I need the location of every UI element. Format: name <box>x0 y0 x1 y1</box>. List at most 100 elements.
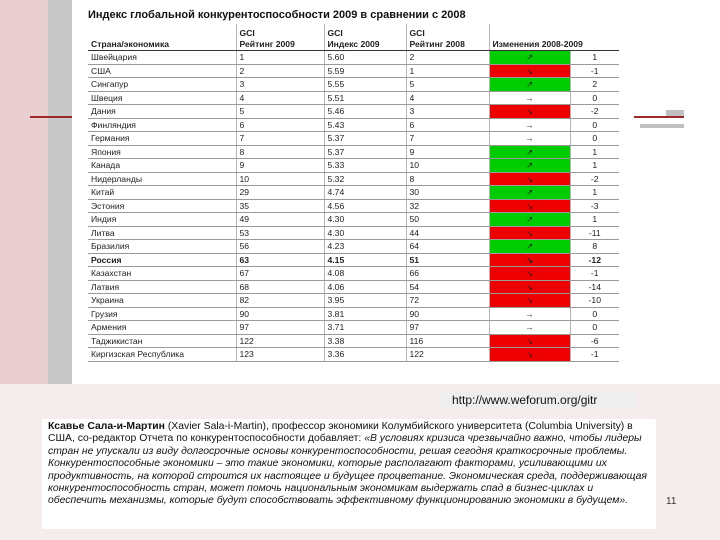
cell-rank-2008: 8 <box>405 172 489 186</box>
cell-index-2009: 4.30 <box>323 212 406 227</box>
cell-country: Киргизская Республика <box>88 347 236 362</box>
cell-rank-2008: 90 <box>405 307 489 321</box>
cell-change: -11 <box>569 226 620 240</box>
table-row: Дания 5 5.46 3 ↘ -2 <box>88 104 620 119</box>
cell-change: -2 <box>569 104 620 119</box>
cell-rank-2008: 4 <box>405 91 489 105</box>
cell-country: Грузия <box>88 307 236 321</box>
right-grey-block-top <box>666 110 684 116</box>
cell-rank-2008: 66 <box>405 266 489 281</box>
cell-rank-2008: 72 <box>405 293 489 308</box>
cell-rank-2009: 35 <box>235 199 324 213</box>
cell-country: Финляндия <box>88 118 236 132</box>
header-change: Изменения 2008-2009 <box>488 24 620 51</box>
cell-index-2009: 4.15 <box>323 253 406 267</box>
cell-index-2009: 5.32 <box>323 172 406 186</box>
cell-rank-2008: 116 <box>405 334 489 348</box>
table-row: Таджикистан 122 3.38 116 ↘ -6 <box>88 334 620 348</box>
cell-trend-arrow: ↘ <box>488 347 570 362</box>
cell-trend-arrow: → <box>488 118 570 132</box>
cell-trend-arrow: ↘ <box>488 104 570 119</box>
cell-rank-2009: 4 <box>235 91 324 105</box>
header-rank-2008: GCI Рейтинг 2008 <box>405 24 489 51</box>
cell-country: Швейцария <box>88 50 236 65</box>
cell-index-2009: 4.56 <box>323 199 406 213</box>
cell-rank-2009: 2 <box>235 64 324 78</box>
left-pink-band <box>0 0 48 384</box>
cell-rank-2008: 44 <box>405 226 489 240</box>
cell-change: 1 <box>569 158 620 173</box>
cell-trend-arrow: ↘ <box>488 64 570 78</box>
cell-rank-2009: 56 <box>235 239 324 254</box>
table-row: Бразилия 56 4.23 64 ↗ 8 <box>88 239 620 254</box>
header-index-2009-top: GCI <box>327 28 343 38</box>
cell-rank-2009: 90 <box>235 307 324 321</box>
cell-trend-arrow: ↗ <box>488 158 570 173</box>
cell-index-2009: 3.36 <box>323 347 406 362</box>
header-country: Страна/экономика <box>88 24 236 51</box>
cell-rank-2009: 97 <box>235 320 324 335</box>
cell-trend-arrow: ↗ <box>488 212 570 227</box>
cell-rank-2009: 29 <box>235 185 324 200</box>
cell-rank-2008: 5 <box>405 77 489 92</box>
cell-rank-2008: 3 <box>405 104 489 119</box>
table-row: Эстония 35 4.56 32 ↘ -3 <box>88 199 620 213</box>
table-row: Казахстан 67 4.08 66 ↘ -1 <box>88 266 620 281</box>
cell-country: Канада <box>88 158 236 173</box>
cell-rank-2009: 82 <box>235 293 324 308</box>
header-rank-2009: GCI Рейтинг 2009 <box>235 24 324 51</box>
cell-rank-2009: 63 <box>235 253 324 267</box>
source-url[interactable]: http://www.weforum.org/gitr <box>440 392 636 408</box>
cell-country: Таджикистан <box>88 334 236 348</box>
cell-rank-2008: 64 <box>405 239 489 254</box>
cell-trend-arrow: ↗ <box>488 77 570 92</box>
cell-rank-2008: 32 <box>405 199 489 213</box>
cell-change: -6 <box>569 334 620 348</box>
cell-trend-arrow: ↗ <box>488 185 570 200</box>
cell-index-2009: 4.74 <box>323 185 406 200</box>
cell-trend-arrow: ↗ <box>488 50 570 65</box>
table-title: Индекс глобальной конкурентоспособности … <box>88 9 466 21</box>
cell-country: Латвия <box>88 280 236 294</box>
cell-change: 2 <box>569 77 620 92</box>
table-row: Германия 7 5.37 7 → 0 <box>88 131 620 146</box>
cell-index-2009: 5.43 <box>323 118 406 132</box>
cell-index-2009: 3.71 <box>323 320 406 335</box>
cell-rank-2008: 97 <box>405 320 489 335</box>
cell-trend-arrow: → <box>488 91 570 105</box>
cell-trend-arrow: ↘ <box>488 253 570 267</box>
cell-rank-2009: 53 <box>235 226 324 240</box>
cell-change: -1 <box>569 347 620 362</box>
cell-rank-2008: 30 <box>405 185 489 200</box>
cell-index-2009: 4.08 <box>323 266 406 281</box>
cell-trend-arrow: ↘ <box>488 334 570 348</box>
cell-rank-2008: 10 <box>405 158 489 173</box>
cell-country: Нидерланды <box>88 172 236 186</box>
cell-country: Бразилия <box>88 239 236 254</box>
cell-country: США <box>88 64 236 78</box>
header-index-2009: GCI Индекс 2009 <box>323 24 406 51</box>
right-red-line <box>634 116 684 118</box>
cell-change: 0 <box>569 307 620 321</box>
cell-index-2009: 5.60 <box>323 50 406 65</box>
cell-index-2009: 4.23 <box>323 239 406 254</box>
cell-change: -2 <box>569 172 620 186</box>
cell-change: -12 <box>569 253 620 267</box>
cell-rank-2008: 9 <box>405 145 489 159</box>
header-rank-2009-bottom: Рейтинг 2009 <box>239 39 295 49</box>
cell-trend-arrow: ↘ <box>488 293 570 308</box>
table-row: Латвия 68 4.06 54 ↘ -14 <box>88 280 620 294</box>
cell-change: 1 <box>569 185 620 200</box>
cell-change: 0 <box>569 131 620 146</box>
table-row: Швеция 4 5.51 4 → 0 <box>88 91 620 105</box>
left-red-line <box>30 116 74 118</box>
cell-rank-2009: 6 <box>235 118 324 132</box>
cell-index-2009: 3.95 <box>323 293 406 308</box>
table-row: США 2 5.59 1 ↘ -1 <box>88 64 620 78</box>
cell-index-2009: 3.38 <box>323 334 406 348</box>
table-row: Киргизская Республика 123 3.36 122 ↘ -1 <box>88 347 620 362</box>
cell-change: -10 <box>569 293 620 308</box>
quote-author: Ксавье Сала-и-Мартин <box>48 421 165 432</box>
cell-change: 1 <box>569 50 620 65</box>
cell-change: 1 <box>569 145 620 159</box>
